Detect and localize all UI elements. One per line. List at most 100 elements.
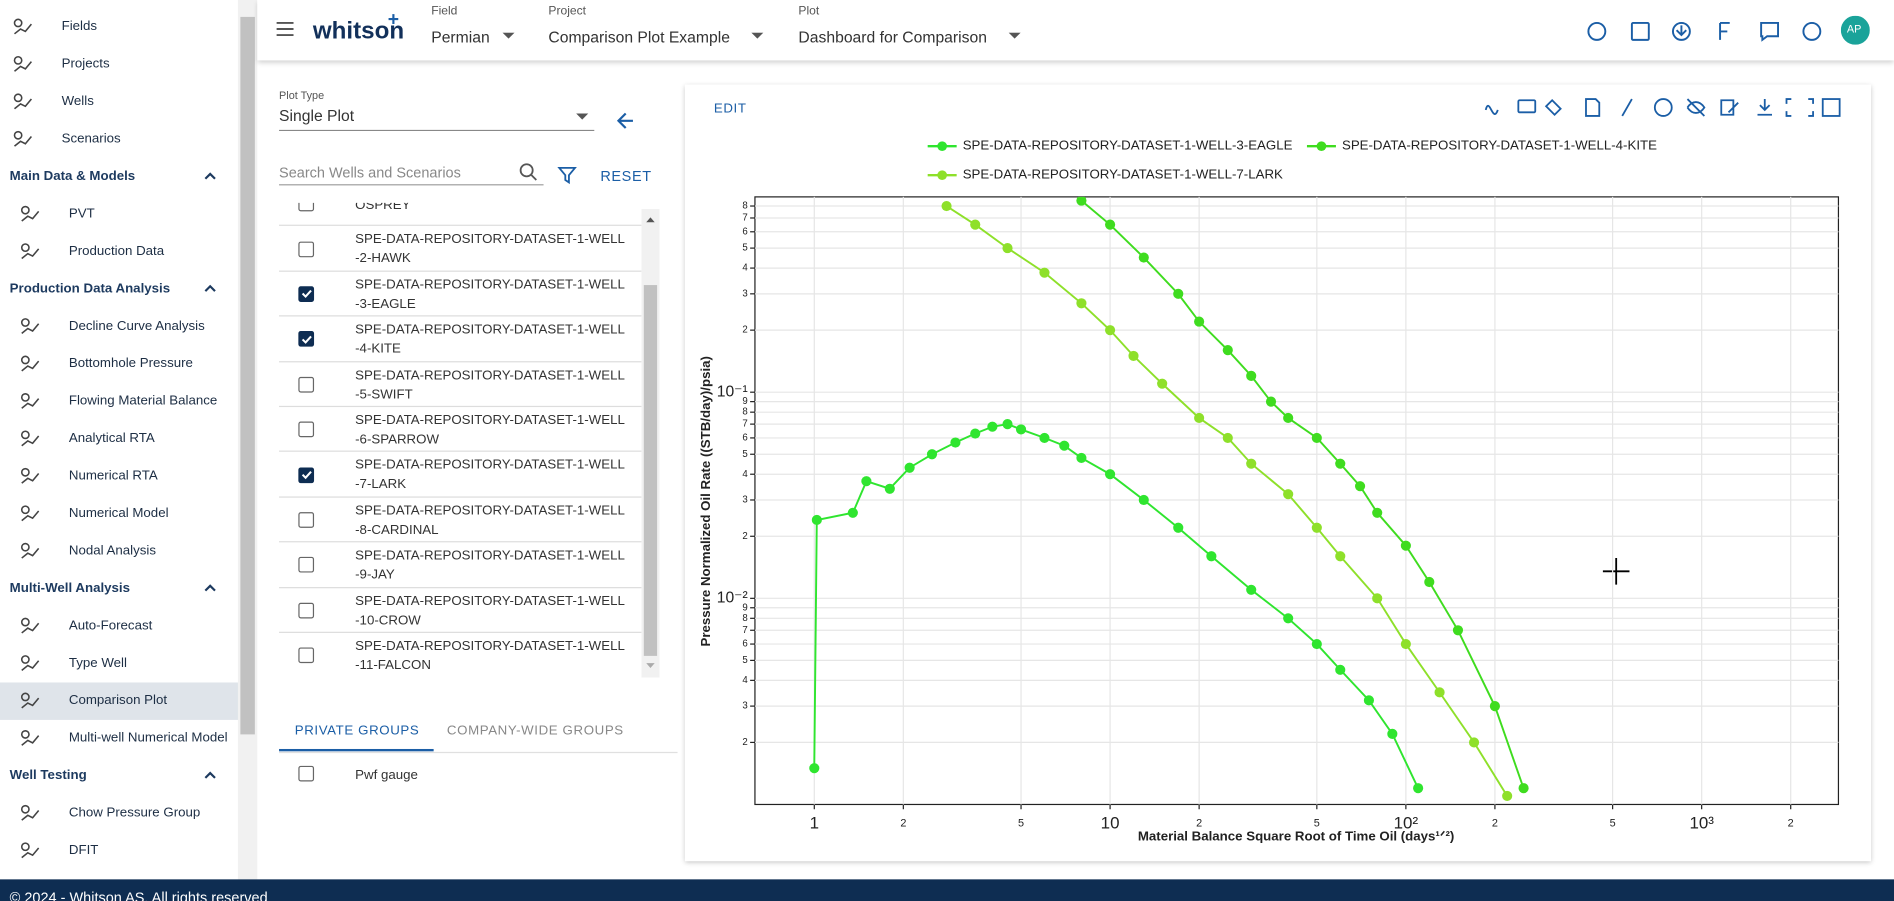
tab[interactable]: COMPANY-WIDE GROUPS [446,723,624,739]
checkbox[interactable] [298,512,315,528]
well-name: SPE-DATA-REPOSITORY-DATASET-1-WELL-10-CR… [355,593,625,628]
point [1173,288,1184,299]
nav-section[interactable]: Main Data & Models [0,158,238,195]
nav-item[interactable]: Chow Pressure Group [0,794,238,831]
checkbox[interactable] [298,421,315,438]
point [1105,219,1116,230]
nav-item[interactable]: Multi-well Numerical Model [0,719,238,756]
legend-marker [1316,141,1327,151]
nav-section[interactable]: Well Testing [0,757,238,794]
nav-item[interactable]: Wells [0,83,238,120]
well-row[interactable]: SPE-DATA-REPOSITORY-DATASET-1-WELL-3-EAG… [0,272,642,317]
checkbox[interactable] [298,241,315,257]
point [1246,584,1257,595]
nav-item[interactable]: Decline Curve Analysis [0,307,238,344]
checkbox[interactable] [298,331,315,348]
nav-item[interactable]: PVT [0,195,238,232]
point [1265,396,1277,407]
point [1076,196,1087,206]
checkbox[interactable] [298,765,315,782]
chevron[interactable] [203,169,217,183]
checkbox[interactable] [298,466,315,483]
search-input[interactable]: Search Wells and Scenarios [279,164,461,182]
legend-item[interactable]: SPE-DATA-REPOSITORY-DATASET-1-WELL-4-KIT… [1306,138,1657,153]
legend-item[interactable]: SPE-DATA-REPOSITORY-DATASET-1-WELL-3-EAG… [927,138,1293,153]
point [811,514,822,526]
nav-item[interactable]: Flowing Material Balance [0,382,238,419]
edit-button[interactable]: EDIT [713,101,747,116]
list-scrollbar[interactable] [641,208,660,678]
nav-icon [13,130,33,147]
nav-item[interactable]: Comparison Plot [0,681,238,720]
x-tick-label: 2 [900,818,906,830]
point [1283,613,1294,624]
project-select[interactable]: Comparison Plot Example [548,27,730,46]
nav-item[interactable]: Analytical RTA [0,420,238,457]
nav-item-label: Multi-well Numerical Model [68,730,228,745]
chevron[interactable] [203,580,217,594]
sidebar-scrollbar[interactable] [237,0,258,880]
well-name: SPE-DATA-REPOSITORY-DATASET-1-WELL-9-JAY [355,548,625,583]
nav-item[interactable]: Numerical RTA [0,457,238,494]
well-row[interactable]: SPE-DATA-REPOSITORY-DATASET-1-WELL-6-SPA… [0,407,642,453]
x-tick-label: 2 [1492,818,1498,830]
well-row[interactable]: SPE-DATA-REPOSITORY-DATASET-1-WELL-11-FA… [0,633,641,676]
nav-item[interactable]: Projects [0,45,238,82]
reset-button[interactable]: RESET [600,167,652,185]
checkbox[interactable] [298,647,315,664]
nav-item[interactable]: Bottomhole Pressure [0,345,238,382]
nav-item[interactable]: Scenarios [0,120,238,157]
plot-select[interactable]: Dashboard for Comparison [798,27,987,46]
checkbox[interactable] [298,286,315,302]
nav-item[interactable]: Production Data [0,233,238,270]
nav-item[interactable]: Fields [0,8,238,45]
nav-icon [20,542,40,559]
header-icons[interactable] [1586,18,1828,45]
checkbox[interactable] [298,602,315,619]
tab[interactable]: PRIVATE GROUPS [294,723,420,739]
nav-item-label: Projects [61,56,110,71]
chevron[interactable] [203,281,217,295]
well-name: SPE-DATA-REPOSITORY-DATASET-1-WELL-8-CAR… [355,503,625,538]
well-row[interactable]: SPE-DATA-REPOSITORY-DATASET-1-WELL-2-HAW… [0,226,642,272]
field-select[interactable]: Permian [431,27,490,46]
avatar[interactable] [1840,15,1870,45]
nav-icon [20,242,40,259]
well-row[interactable]: SPE-DATA-REPOSITORY-DATASET-1-WELL-4-KIT… [0,317,642,362]
nav-item[interactable]: Type Well [0,644,238,681]
chevron[interactable] [203,768,217,782]
legend-item[interactable]: SPE-DATA-REPOSITORY-DATASET-1-WELL-7-LAR… [927,167,1283,182]
well-row[interactable]: SPE-DATA-REPOSITORY-DATASET-1-WELL-5-SWI… [0,362,642,408]
plot-label: Plot [798,4,820,19]
plot-type-select[interactable]: Single Plot [279,106,355,125]
y-tick-label: 7 [742,213,747,224]
nav-item[interactable]: Auto-Forecast [0,607,238,644]
well-row[interactable]: SPE-DATA-REPOSITORY-DATASET-1-WELL-10-CR… [0,588,642,633]
nav-item[interactable]: DFIT [0,832,238,869]
nav-item-label: Comparison Plot [68,692,168,708]
y-tick-label: 3 [742,701,747,712]
well-row[interactable]: OSPREY [0,202,642,227]
y-tick-label: 2 [742,325,747,336]
well-name: SPE-DATA-REPOSITORY-DATASET-1-WELL-6-SPA… [355,413,625,447]
row-divider [279,496,642,498]
point [847,507,858,518]
point [1518,783,1529,794]
checkbox[interactable] [298,376,315,393]
chart-toolbar[interactable] [1482,95,1844,119]
nav-item[interactable]: Nodal Analysis [0,532,238,569]
well-row[interactable]: SPE-DATA-REPOSITORY-DATASET-1-WELL-9-JAY [0,543,642,588]
checkbox[interactable] [298,557,315,574]
well-name: SPE-DATA-REPOSITORY-DATASET-1-WELL-2-HAW… [355,232,625,267]
nav-section[interactable]: Production Data Analysis [0,270,238,307]
nav-item-label: Bottomhole Pressure [68,355,193,371]
nav-item[interactable]: Numerical Model [0,495,238,532]
well-row[interactable]: SPE-DATA-REPOSITORY-DATASET-1-WELL-7-LAR… [0,452,642,498]
logo[interactable]: whitson [312,18,405,45]
nav-section[interactable]: Multi-Well Analysis [0,570,238,607]
well-row[interactable]: SPE-DATA-REPOSITORY-DATASET-1-WELL-8-CAR… [0,497,642,543]
menu-icon[interactable] [275,21,294,38]
point [1076,298,1087,309]
checkbox[interactable] [298,202,315,212]
